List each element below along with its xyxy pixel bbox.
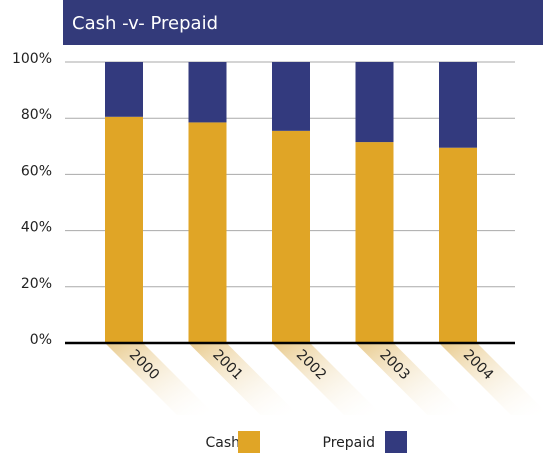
y-tick-label: 40%: [21, 220, 52, 236]
y-tick-label: 80%: [21, 107, 52, 123]
legend-label: Prepaid: [323, 435, 376, 451]
bar-segment: [439, 147, 477, 343]
bar-segment: [355, 142, 394, 343]
bar-segment: [272, 130, 310, 343]
bar-segment: [355, 62, 394, 143]
bar-segment: [439, 62, 477, 148]
title-bar: [63, 0, 543, 45]
bar-segment: [188, 122, 227, 343]
label-ribbon: [355, 343, 466, 415]
bar-segment: [105, 116, 143, 343]
y-tick-label: 20%: [21, 276, 52, 292]
legend-swatch: [385, 431, 407, 453]
y-tick-label: 0%: [30, 332, 52, 348]
legend-label: Cash: [205, 435, 240, 451]
label-ribbon: [439, 343, 543, 415]
bar-segment: [105, 62, 143, 117]
legend-swatch: [238, 431, 260, 453]
bar-segment: [272, 62, 310, 131]
y-tick-label: 60%: [21, 163, 52, 179]
label-ribbon: [272, 343, 382, 415]
bar-segment: [188, 62, 227, 123]
label-ribbon: [105, 343, 215, 415]
y-tick-label: 100%: [12, 51, 52, 67]
label-ribbon: [188, 343, 299, 415]
chart-title: Cash -v- Prepaid: [72, 13, 218, 34]
